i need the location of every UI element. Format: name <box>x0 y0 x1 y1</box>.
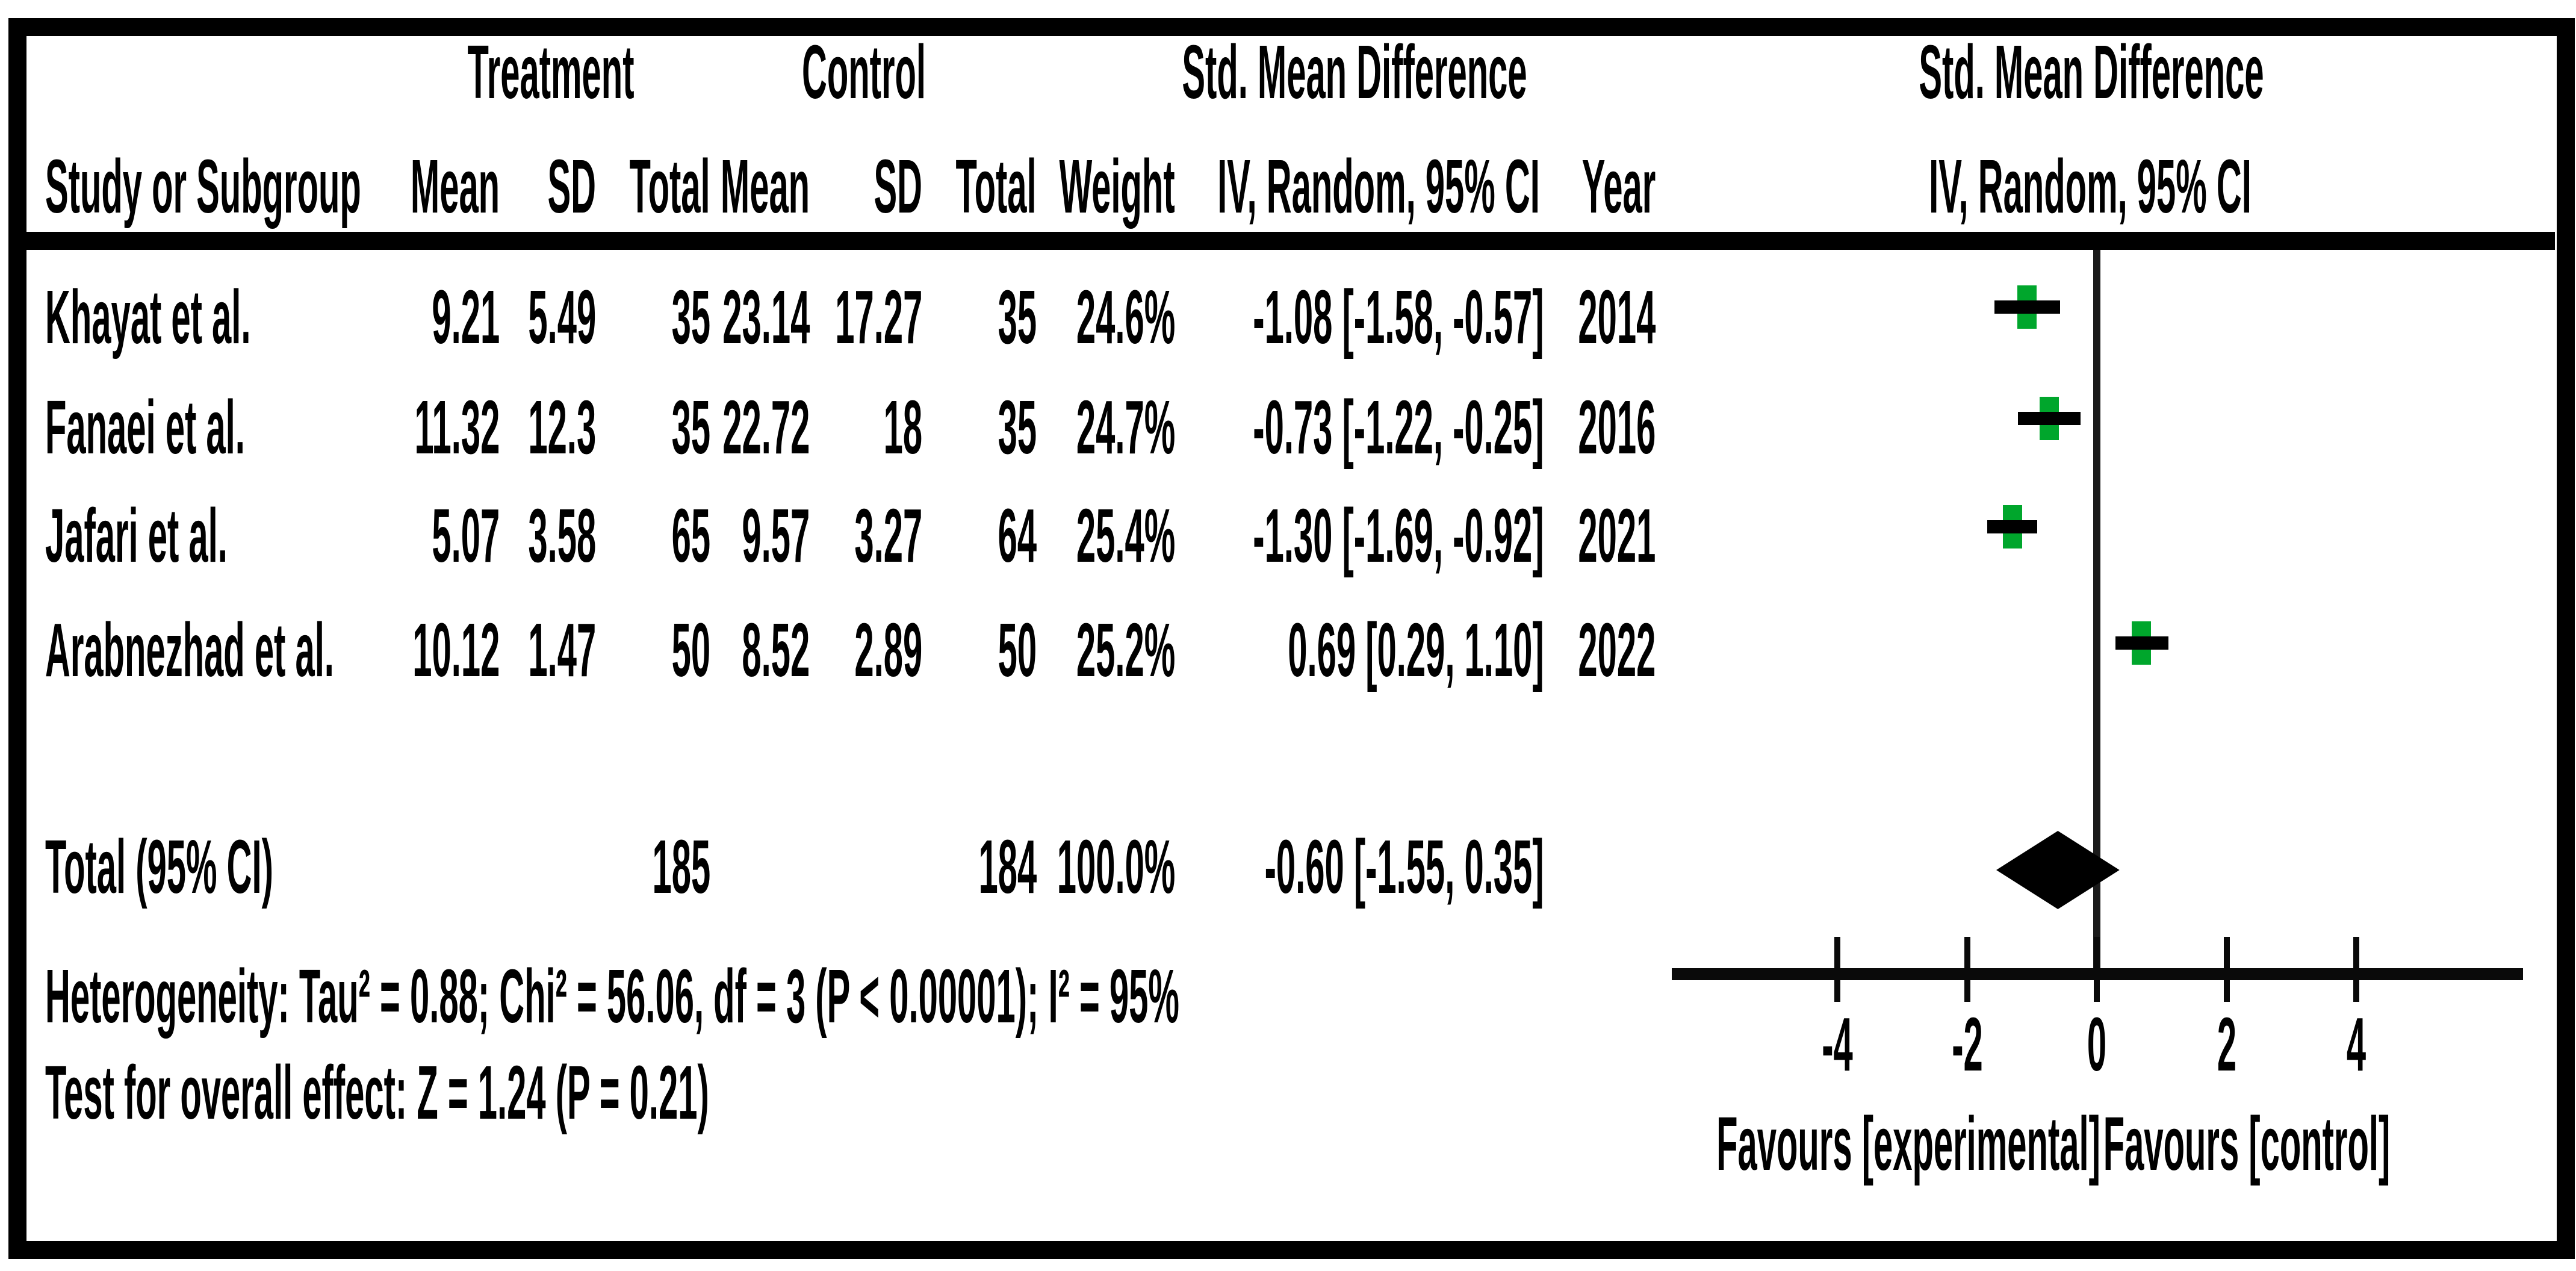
weight-value: 24.6% <box>1076 275 1175 359</box>
year-value: 2022 <box>1578 608 1656 692</box>
header-divider-line <box>26 232 2555 250</box>
axis-tick <box>1834 937 1840 1002</box>
study-name: Khayat et al. <box>45 275 251 359</box>
total-control-n: 184 <box>978 824 1037 909</box>
control-total: 35 <box>998 275 1037 359</box>
weight-value: 25.4% <box>1076 493 1175 578</box>
col-header-mean-control: Mean <box>720 144 810 229</box>
col-header-iv: IV, Random, 95% CI <box>1217 144 1540 229</box>
group-header-treatment: Treatment <box>467 30 635 114</box>
overall-effect-text: Test for overall effect: Z = 1.24 (P = 0… <box>45 1050 709 1135</box>
smd-ci-value: -1.30 [-1.69, -0.92] <box>1253 493 1544 578</box>
favours-right-label: Favours [control] <box>2103 1101 2391 1186</box>
favours-left-label: Favours [experimental] <box>1716 1101 2100 1186</box>
col-header-total-treatment: Total <box>629 144 710 229</box>
group-header-control: Control <box>801 30 926 114</box>
treatment-total: 35 <box>671 275 710 359</box>
treatment-total: 50 <box>671 608 710 692</box>
treatment-sd: 5.49 <box>528 275 596 359</box>
total-treatment-n: 185 <box>652 824 710 909</box>
axis-tick-label: -4 <box>1822 1002 1853 1087</box>
smd-ci-value: 0.69 [0.29, 1.10] <box>1288 608 1544 692</box>
study-name: Fanaei et al. <box>45 385 245 470</box>
treatment-mean: 10.12 <box>412 608 500 692</box>
col-header-sd-control: SD <box>874 144 922 229</box>
axis-tick <box>2094 937 2100 1002</box>
axis-tick-label: 4 <box>2346 1002 2367 1087</box>
study-name: Arabnezhad et al. <box>45 608 334 692</box>
axis-tick-label: 2 <box>2217 1002 2236 1087</box>
group-header-smd-plot: Std. Mean Difference <box>1919 30 2264 114</box>
heterogeneity-text: Heterogeneity: Tau² = 0.88; Chi² = 56.06… <box>45 954 1179 1039</box>
control-mean: 8.52 <box>742 608 810 692</box>
smd-ci-value: -0.73 [-1.22, -0.25] <box>1253 385 1544 470</box>
treatment-sd: 3.58 <box>528 493 596 578</box>
year-value: 2014 <box>1578 275 1656 359</box>
control-mean: 9.57 <box>742 493 810 578</box>
total-weight: 100.0% <box>1057 824 1175 909</box>
axis-tick <box>1964 937 1970 1002</box>
zero-reference-line <box>2093 250 2100 980</box>
control-mean: 22.72 <box>722 385 810 470</box>
axis-tick-label: -2 <box>1951 1002 1983 1087</box>
weight-value: 25.2% <box>1076 608 1175 692</box>
treatment-total: 35 <box>671 385 710 470</box>
smd-ci-value: -1.08 [-1.58, -0.57] <box>1253 275 1544 359</box>
treatment-total: 65 <box>671 493 710 578</box>
axis-tick <box>2353 937 2359 1002</box>
control-sd: 3.27 <box>854 493 922 578</box>
weight-value: 24.7% <box>1076 385 1175 470</box>
treatment-sd: 12.3 <box>528 385 596 470</box>
control-mean: 23.14 <box>722 275 810 359</box>
col-header-weight: Weight <box>1059 144 1175 229</box>
axis-tick <box>2223 937 2230 1002</box>
year-value: 2021 <box>1578 493 1656 578</box>
axis-tick-label: 0 <box>2087 1002 2107 1087</box>
col-header-total-control: Total <box>955 144 1037 229</box>
forest-ci-line <box>1994 300 2060 314</box>
forest-ci-line <box>2017 412 2081 425</box>
treatment-sd: 1.47 <box>528 608 596 692</box>
control-total: 64 <box>998 493 1037 578</box>
control-sd: 18 <box>883 385 922 470</box>
forest-ci-line <box>1987 520 2037 533</box>
col-header-mean-treatment: Mean <box>410 144 500 229</box>
treatment-mean: 5.07 <box>432 493 500 578</box>
col-header-study: Study or Subgroup <box>45 144 361 229</box>
forest-ci-line <box>2115 636 2168 650</box>
control-total: 50 <box>998 608 1037 692</box>
year-value: 2016 <box>1578 385 1656 470</box>
col-header-iv-plot: IV, Random, 95% CI <box>1929 144 2252 229</box>
control-sd: 2.89 <box>854 608 922 692</box>
group-header-smd: Std. Mean Difference <box>1182 30 1527 114</box>
control-sd: 17.27 <box>834 275 922 359</box>
total-smd-ci: -0.60 [-1.55, 0.35] <box>1265 824 1544 909</box>
col-header-year: Year <box>1581 144 1656 229</box>
treatment-mean: 9.21 <box>432 275 500 359</box>
col-header-sd-treatment: SD <box>547 144 596 229</box>
treatment-mean: 11.32 <box>414 385 500 470</box>
control-total: 35 <box>998 385 1037 470</box>
total-label: Total (95% CI) <box>45 824 273 909</box>
study-name: Jafari et al. <box>45 493 228 578</box>
